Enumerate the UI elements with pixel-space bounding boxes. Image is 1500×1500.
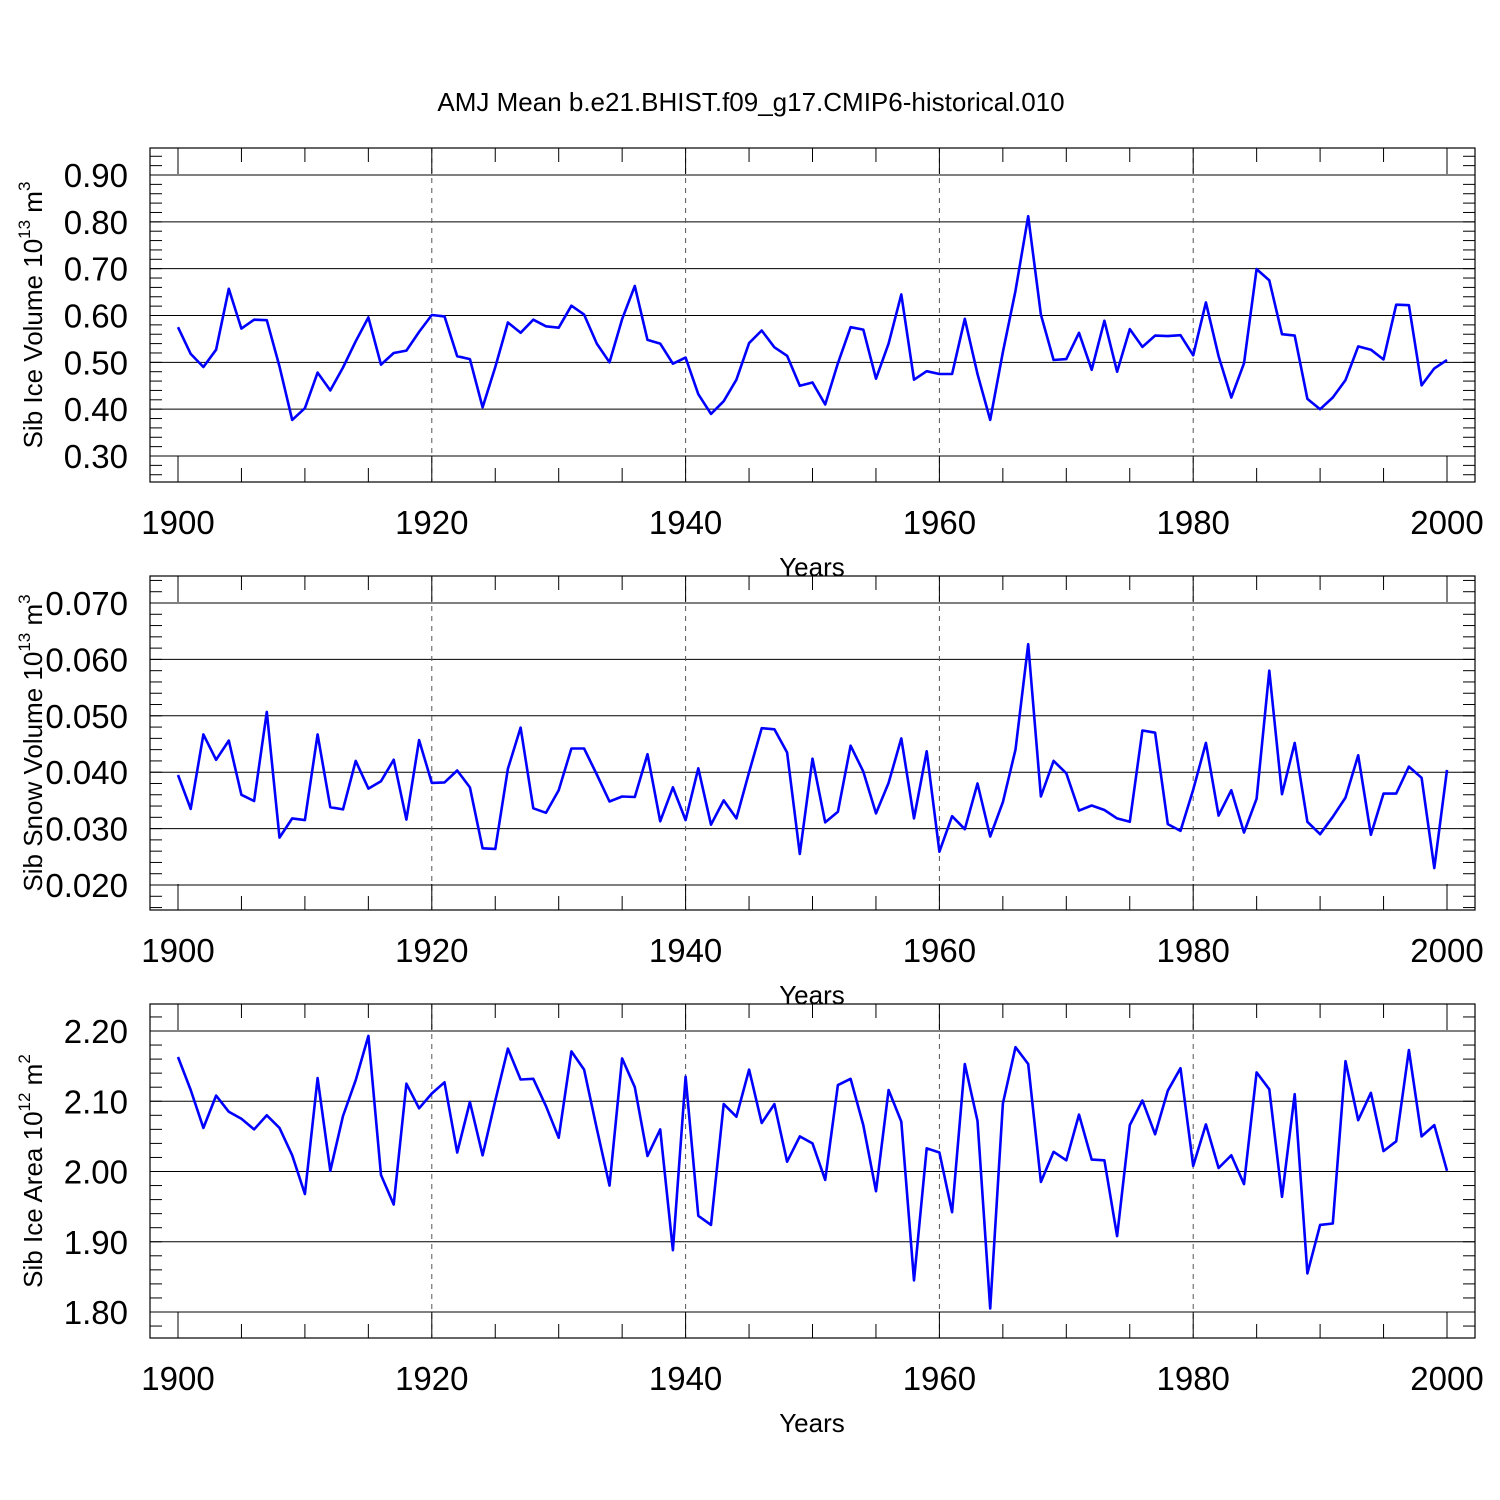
x-tick-label: 1920: [395, 932, 468, 969]
y-axis-label: Sib Ice Area 1012 m2: [15, 1054, 48, 1288]
x-tick-label: 1980: [1156, 504, 1229, 541]
y-tick-label: 0.40: [64, 391, 128, 428]
y-tick-label: 0.50: [64, 344, 128, 381]
x-tick-label: 1960: [903, 504, 976, 541]
panel-ice-area: 1.80 1.90 2.00 2.10 2.20 1900 1920 1940 1960 1980…: [15, 1003, 1484, 1438]
y-tick-label: 2.00: [64, 1154, 128, 1191]
y-tick-label: 2.20: [64, 1013, 128, 1050]
y-axis-label: Sib Ice Volume 1013 m3: [15, 182, 48, 449]
x-tick-label: 1920: [395, 1360, 468, 1397]
x-tick-label: 1980: [1156, 1360, 1229, 1397]
chart-title: AMJ Mean b.e21.BHIST.f09_g17.CMIP6-histo…: [437, 87, 1064, 117]
x-tick-label: 1940: [649, 1360, 722, 1397]
series-line-sib-snow-volume: [176, 642, 1449, 870]
y-tick-label: 0.90: [64, 157, 128, 194]
y-tick-label: 0.80: [64, 204, 128, 241]
x-tick-label: 1900: [141, 932, 214, 969]
y-tick-label: 1.80: [64, 1294, 128, 1331]
y-tick-label: 0.070: [45, 585, 128, 622]
x-axis-label: Years: [779, 1408, 845, 1438]
x-tick-label: 1940: [649, 504, 722, 541]
series-line-sib-ice-volume: [176, 214, 1448, 422]
x-tick-label: 1900: [141, 504, 214, 541]
y-tick-label: 0.050: [45, 698, 128, 735]
x-tick-label: 1940: [649, 932, 722, 969]
y-tick-label: 0.040: [45, 754, 128, 791]
y-axis-label: Sib Snow Volume 1013 m3: [15, 594, 48, 891]
x-tick-label: 2000: [1410, 932, 1483, 969]
x-tick-label: 1900: [141, 1360, 214, 1397]
x-tick-label: 1960: [903, 932, 976, 969]
y-tick-label: 1.90: [64, 1224, 128, 1261]
panel-ice-volume: 0.30 0.40 0.50 0.60 0.70 0.80 0.90 1900 1920 1940…: [15, 147, 1484, 582]
y-tick-label: 0.060: [45, 641, 128, 678]
y-tick-label: 2.10: [64, 1083, 128, 1120]
panel-snow-volume: 0.020 0.030 0.040 0.050 0.060 0.070 1900 1920 19…: [15, 575, 1484, 1010]
x-tick-label: 1960: [903, 1360, 976, 1397]
series-line-sib-ice-area: [176, 1034, 1449, 1310]
x-tick-label: 2000: [1410, 1360, 1483, 1397]
x-tick-label: 1920: [395, 504, 468, 541]
x-tick-label: 2000: [1410, 504, 1483, 541]
y-tick-label: 0.30: [64, 438, 128, 475]
y-tick-label: 0.030: [45, 811, 128, 848]
y-tick-label: 0.60: [64, 298, 128, 335]
x-tick-label: 1980: [1156, 932, 1229, 969]
y-tick-label: 0.70: [64, 251, 128, 288]
y-tick-label: 0.020: [45, 867, 128, 904]
